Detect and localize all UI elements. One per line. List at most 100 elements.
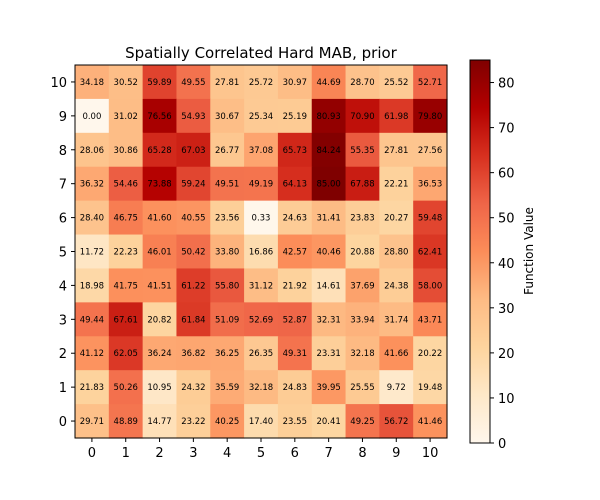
colorbar-axis: 0 10 20 30 40 50 60 70 80	[490, 77, 515, 452]
cell-value-label: 49.55	[181, 78, 205, 88]
cell-value-label: 54.93	[181, 112, 205, 122]
heatmap-cell	[244, 370, 279, 405]
y-tick-label: 0	[59, 415, 67, 430]
cell-value-label: 70.90	[350, 112, 374, 122]
cell-value-label: 10.95	[147, 383, 171, 393]
cell-value-label: 20.41	[316, 417, 340, 427]
heatmap-cell	[277, 336, 313, 371]
y-axis: 0 1 2 3 4 5 6 7 8 9 10	[50, 76, 75, 430]
heatmap-cell	[108, 65, 144, 100]
cell-value-label: 27.81	[215, 78, 239, 88]
cell-value-label: 52.87	[283, 315, 307, 325]
cell-value-label: 50.26	[114, 383, 138, 393]
cell-value-label: 59.89	[147, 78, 171, 88]
heatmap-cell	[311, 268, 347, 303]
heatmap-cell	[142, 234, 178, 270]
heatmap-cell	[75, 336, 110, 371]
heatmap-cell	[413, 336, 448, 371]
heatmap-cell	[176, 166, 211, 202]
cell-value-label: 64.13	[283, 180, 307, 190]
x-tick-label: 10	[422, 446, 439, 461]
cell-value-label: 76.56	[147, 112, 171, 122]
cell-value-label: 34.18	[80, 78, 104, 88]
cell-value-label: 28.70	[350, 78, 374, 88]
cell-value-label: 43.71	[418, 315, 442, 325]
cell-value-label: 30.97	[283, 78, 307, 88]
cell-value-label: 59.24	[181, 180, 205, 190]
heatmap-cell	[345, 98, 380, 134]
cell-value-label: 20.88	[350, 248, 374, 258]
heatmap-cell	[277, 404, 313, 439]
x-tick-label: 8	[358, 446, 366, 461]
colorbar-tick-label: 30	[498, 302, 515, 317]
heatmap-cell	[108, 370, 144, 405]
chart-title: Spatially Correlated Hard MAB, prior	[125, 44, 398, 62]
heatmap-cell	[75, 268, 110, 303]
cell-value-label: 37.08	[249, 146, 273, 156]
heatmap-cell	[379, 302, 414, 337]
heatmap-cell	[379, 336, 414, 371]
cell-value-label: 27.81	[384, 146, 408, 156]
cell-value-label: 85.00	[316, 180, 340, 190]
cell-value-label: 23.56	[215, 214, 239, 224]
heatmap-cell	[210, 302, 245, 337]
heatmap-cell	[176, 336, 211, 371]
heatmap-cell	[277, 98, 313, 134]
cell-value-label: 33.94	[350, 315, 374, 325]
cell-value-label: 31.12	[249, 281, 273, 291]
cell-value-label: 18.98	[80, 281, 104, 291]
heatmap-cell	[311, 166, 347, 202]
heatmap-cell	[210, 132, 245, 168]
heatmap-cell	[108, 302, 144, 337]
heatmap-cell	[345, 268, 380, 303]
x-tick-label: 4	[223, 446, 231, 461]
heatmap-cell	[244, 234, 279, 270]
cell-value-label: 28.06	[80, 146, 104, 156]
heatmap-cell	[176, 234, 211, 270]
cell-value-label: 61.98	[384, 112, 408, 122]
cell-value-label: 31.02	[114, 112, 138, 122]
cell-value-label: 50.42	[181, 248, 205, 258]
heatmap-cell	[311, 98, 347, 134]
heatmap-cell	[345, 166, 380, 202]
heatmap-cell	[176, 302, 211, 337]
cell-value-label: 44.69	[316, 78, 340, 88]
heatmap-cell	[176, 370, 211, 405]
heatmap-cell	[345, 234, 380, 270]
cell-value-label: 32.31	[316, 315, 340, 325]
heatmap-cell	[277, 132, 313, 168]
heatmap-cell	[75, 234, 110, 270]
heatmap-cell	[75, 370, 110, 405]
cell-value-label: 41.75	[114, 281, 138, 291]
heatmap-cell	[108, 336, 144, 371]
cell-value-label: 41.12	[80, 349, 104, 359]
heatmap-cell	[142, 200, 178, 236]
heatmap-cell	[176, 268, 211, 303]
cell-value-label: 80.93	[316, 112, 340, 122]
x-tick-label: 1	[122, 446, 130, 461]
cell-value-label: 19.48	[418, 383, 442, 393]
y-tick-label: 1	[59, 381, 67, 396]
cell-value-label: 17.40	[249, 417, 273, 427]
cell-value-label: 0.00	[82, 112, 101, 122]
cell-value-label: 41.60	[147, 214, 171, 224]
heatmap-cell	[210, 404, 245, 439]
heatmap-cell	[142, 336, 178, 371]
cell-value-label: 65.28	[147, 146, 171, 156]
cell-value-label: 36.82	[181, 349, 205, 359]
heatmap-cell	[142, 302, 178, 337]
heatmap-grid: 34.18 30.52 59.89 49.55 27.81 25.72 30.97 44.69…	[75, 65, 448, 439]
heatmap-cell	[413, 302, 448, 337]
heatmap-cell	[413, 166, 448, 202]
cell-value-label: 41.66	[384, 349, 408, 359]
cell-value-label: 31.41	[316, 214, 340, 224]
heatmap-cell	[176, 200, 211, 236]
cell-value-label: 26.77	[215, 146, 239, 156]
cell-value-label: 56.72	[384, 417, 408, 427]
heatmap-cell	[277, 200, 313, 236]
heatmap-cell	[379, 98, 414, 134]
cell-value-label: 0.33	[252, 214, 271, 224]
heatmap-cell	[108, 404, 144, 439]
cell-value-label: 54.46	[114, 180, 138, 190]
heatmap-cell	[244, 336, 279, 371]
